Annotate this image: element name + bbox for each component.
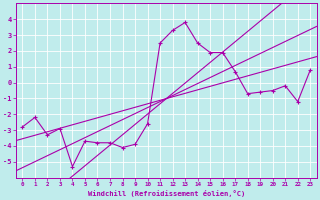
X-axis label: Windchill (Refroidissement éolien,°C): Windchill (Refroidissement éolien,°C)	[88, 190, 245, 197]
